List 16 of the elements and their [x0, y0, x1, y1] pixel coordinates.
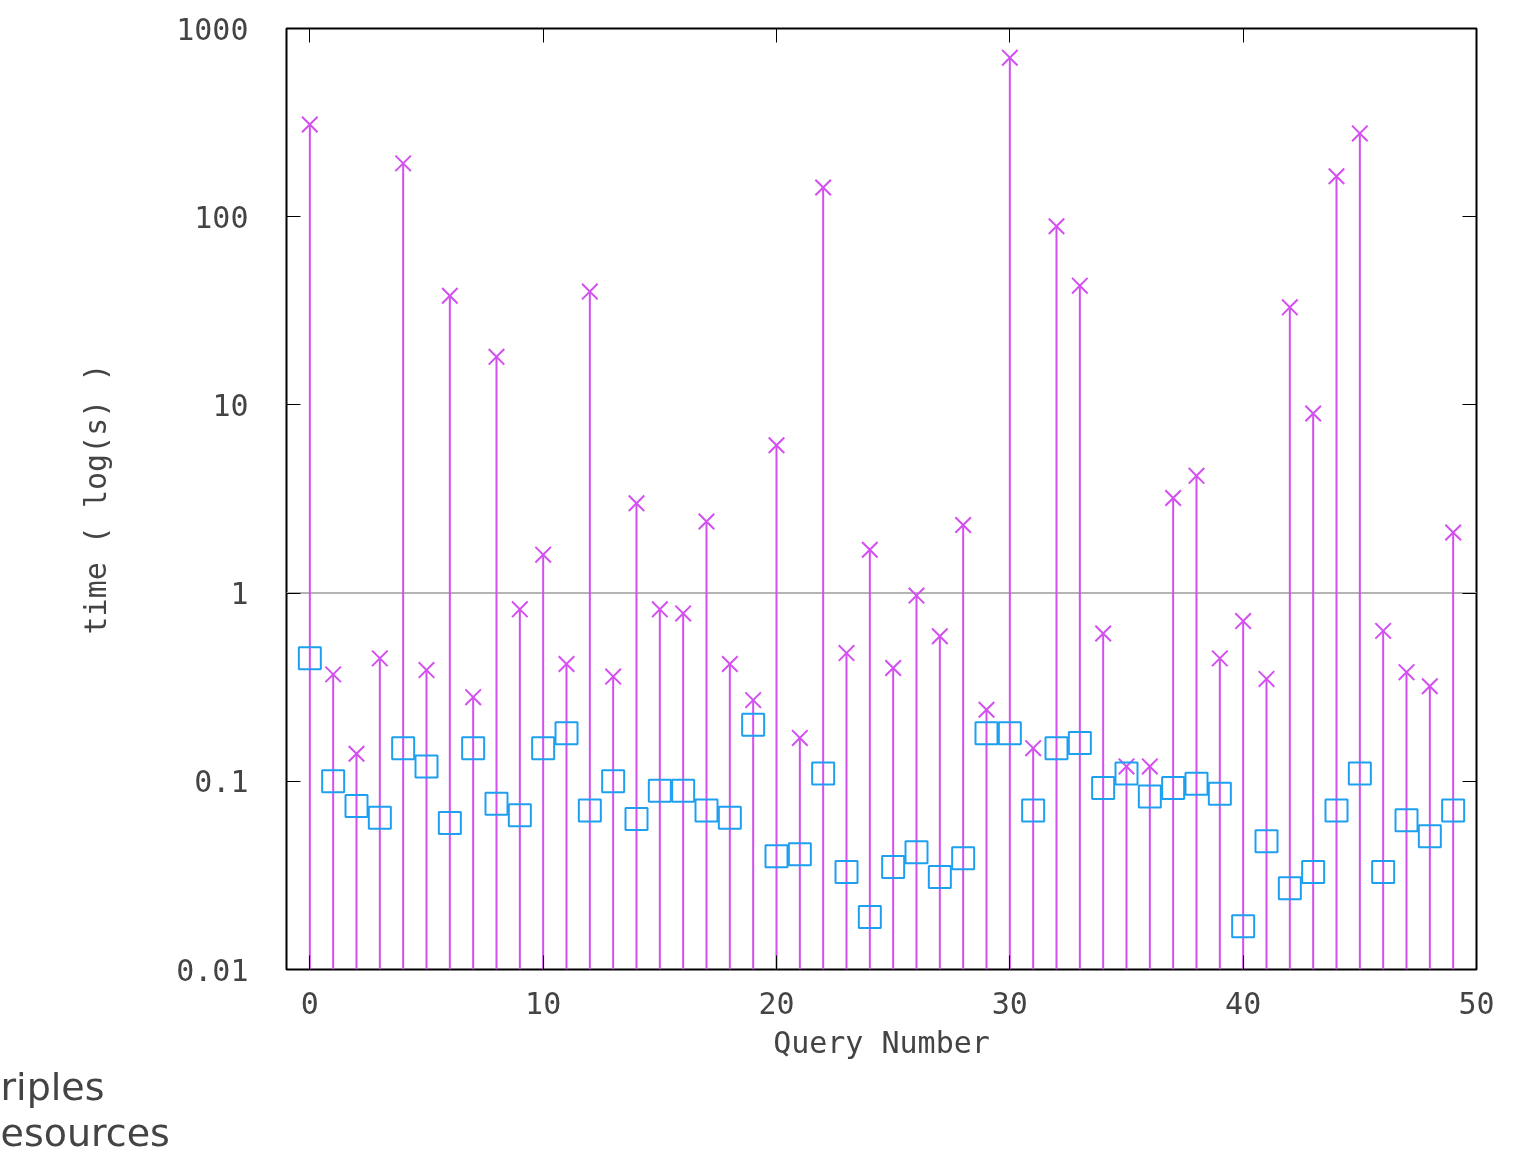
y-tick-label: 0.1: [194, 764, 249, 800]
y-tick-label: 10: [212, 387, 249, 423]
x-tick-label: 30: [991, 985, 1028, 1021]
x-tick-label: 0: [300, 985, 319, 1021]
y-tick-label: 1: [230, 576, 249, 612]
y-tick-label: 0.01: [176, 952, 249, 988]
y-tick-label: 1000: [176, 11, 249, 47]
x-tick-label: 40: [1225, 985, 1262, 1021]
text: riples: [0, 1064, 105, 1109]
y-axis-title: time ( log(s) ): [78, 363, 114, 635]
x-axis-title: Query Number: [773, 1024, 990, 1060]
x-tick-label: 50: [1458, 985, 1495, 1021]
x-tick-label: 20: [758, 985, 795, 1021]
y-tick-label: 100: [194, 199, 249, 235]
text: esources: [0, 1110, 170, 1154]
x-tick-label: 10: [525, 985, 562, 1021]
